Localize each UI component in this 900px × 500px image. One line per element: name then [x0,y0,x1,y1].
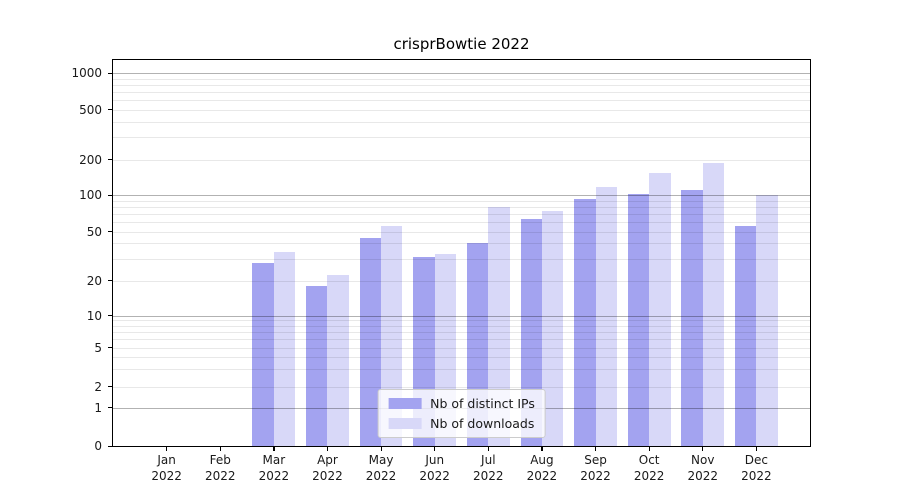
bar-mar-2022-downloads [273,252,296,446]
y-tick-mark [108,407,112,409]
x-tick-label: Dec 2022 [741,453,772,483]
y-tick-label: 200 [79,152,102,167]
y-tick-mark [108,386,112,388]
bar-dec-2022-downloads [756,195,778,446]
x-tick-label: Oct 2022 [633,453,665,483]
bar-aug-2022-downloads [541,210,564,446]
bar-oct-2022-distinct-ips [627,193,650,446]
plot-area: Nb of distinct IPs Nb of downloads [112,59,811,447]
y-tick-mark [108,72,112,74]
y-tick-label: 5 [94,340,102,355]
y-tick-label: 1 [94,400,102,415]
bar-may-2022-distinct-ips [359,238,382,446]
y-tick-mark [108,109,112,111]
x-tick-label: Jan 2022 [151,453,182,483]
bar-sep-2022-downloads [595,187,617,446]
y-tick-label: 20 [86,273,102,288]
y-tick-mark [108,194,112,196]
bar-oct-2022-downloads [649,173,671,446]
x-tick-label: May 2022 [365,453,397,483]
x-tick-label: Aug 2022 [526,453,558,483]
chart-title: crisprBowtie 2022 [393,35,530,53]
x-tick-label: Jul 2022 [473,453,504,483]
bar-apr-2022-distinct-ips [306,285,328,446]
x-tick-mark [487,447,489,451]
x-tick-mark [219,447,221,451]
x-tick-mark [326,447,329,451]
y-tick-mark [108,159,112,161]
legend-label-downloads: Nb of downloads [430,416,535,431]
y-tick-mark [108,445,112,447]
bar-apr-2022-downloads [327,275,349,446]
bar-dec-2022-distinct-ips [734,225,757,446]
y-tick-mark [108,280,112,282]
x-tick-label: Feb 2022 [204,453,236,483]
bar-nov-2022-downloads [702,162,725,446]
y-tick-label: 10 [86,308,102,323]
bar-nov-2022-distinct-ips [681,190,703,446]
x-tick-label: Jun 2022 [419,453,450,483]
y-tick-mark [108,315,112,317]
legend-label-distinct-ips: Nb of distinct IPs [430,396,535,411]
legend-item-downloads: Nb of downloads [388,417,535,430]
x-tick-mark [434,447,436,451]
x-tick-mark [702,447,704,451]
x-tick-label: Apr 2022 [312,453,343,483]
y-tick-label: 2 [94,379,102,394]
x-tick-mark [273,447,275,451]
x-tick-mark [380,447,382,451]
x-tick-label: Mar 2022 [258,453,290,483]
y-tick-label: 50 [86,224,102,239]
legend-item-distinct-ips: Nb of distinct IPs [388,397,535,410]
x-tick-label: Nov 2022 [687,453,719,483]
legend-swatch-distinct-ips [388,398,422,409]
y-tick-label: 1000 [71,66,102,80]
bar-jul-2022-downloads [488,206,510,446]
x-tick-mark [166,447,168,451]
x-tick-label: Sep 2022 [580,453,611,483]
bar-sep-2022-distinct-ips [574,198,596,446]
y-tick-mark [108,347,112,349]
y-tick-label: 100 [79,188,102,202]
x-tick-mark [648,447,650,451]
x-tick-mark [595,447,597,451]
y-tick-mark [108,231,112,233]
y-tick-label: 500 [79,102,102,117]
bar-mar-2022-distinct-ips [252,262,274,446]
legend-swatch-downloads [388,418,422,429]
x-tick-mark [541,447,543,451]
y-tick-label: 0 [94,439,102,453]
legend: Nb of distinct IPs Nb of downloads [377,389,546,438]
x-tick-mark [755,447,758,451]
